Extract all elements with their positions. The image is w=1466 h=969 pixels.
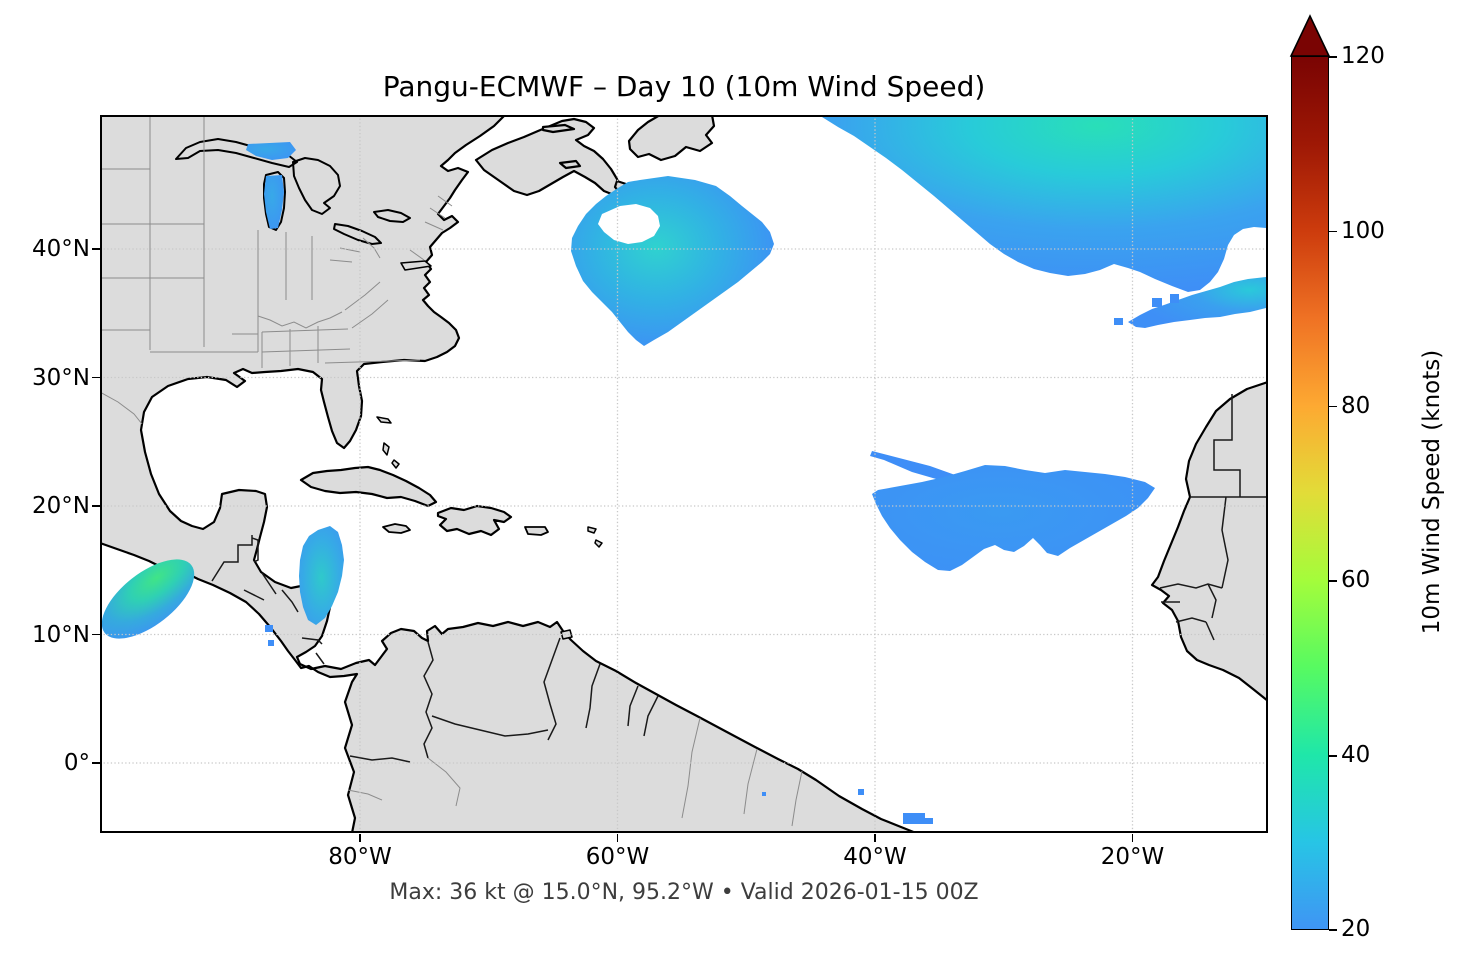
puerto-rico: [524, 526, 549, 536]
colorbar-tick: [1329, 755, 1337, 757]
x-tick: [874, 834, 876, 842]
hispaniola: [436, 504, 513, 537]
wind-pixel: [265, 625, 273, 632]
colorbar-tick-label: 60: [1341, 567, 1371, 594]
y-tick: [92, 633, 100, 636]
minor-borders: [347, 717, 803, 827]
x-tick: [1131, 834, 1134, 842]
wind-pixel: [268, 640, 274, 646]
anticosti-island: [541, 123, 576, 134]
colorbar-tick-label: 80: [1341, 392, 1371, 419]
y-tick: [92, 505, 100, 507]
bahamas: [376, 416, 400, 469]
wind-pixel: [1170, 294, 1179, 303]
wind-pixel: [858, 789, 864, 795]
chart-title: Pangu-ECMWF – Day 10 (10m Wind Speed): [382, 70, 986, 103]
colorbar-tick-label: 40: [1341, 742, 1371, 769]
y-tick-label: 10°N: [32, 621, 90, 648]
wind-region-northeast-atlantic: [822, 117, 1266, 292]
wind-pixel: [925, 818, 933, 824]
wind-region-lake-superior: [246, 142, 296, 160]
west-africa: [1150, 380, 1268, 703]
axes-frame: [100, 115, 1268, 833]
wind-region-lake-michigan: [264, 175, 284, 229]
wind-pixel: [1114, 318, 1123, 325]
wind-region-central-atlantic: [571, 176, 774, 346]
footer-annotation: Max: 36 kt @ 15.0°N, 95.2°W • Valid 2026…: [389, 880, 979, 905]
gridline-layer: [100, 115, 1268, 833]
wind-region-cape-verde: [872, 465, 1155, 571]
colorbar-tick-label: 100: [1341, 217, 1385, 244]
prince-edward-island: [558, 159, 582, 170]
x-tick: [616, 834, 619, 842]
y-tick: [92, 376, 100, 379]
colorbar-tick-label: 20: [1341, 916, 1371, 942]
colorbar-tick: [1329, 56, 1337, 58]
wind-region-tehuantepec: [101, 559, 195, 639]
colorbar-gradient: [1291, 56, 1329, 930]
x-tick: [359, 834, 361, 842]
wind-region-cape-verde-tail: [870, 451, 958, 483]
colorbar-tick: [1329, 929, 1337, 931]
wind-pixel: [762, 792, 766, 796]
x-tick-label: 60°W: [585, 844, 650, 870]
wind-pixel: [1152, 298, 1162, 307]
jamaica: [382, 523, 411, 534]
colorbar-arrow: [1289, 14, 1331, 57]
wind-layer: [101, 117, 1266, 824]
colorbar-tick-label: 120: [1341, 43, 1385, 69]
wind-region-madeira-band: [1128, 277, 1266, 328]
y-tick-label: 40°N: [32, 236, 90, 262]
state-borders: [100, 115, 453, 425]
x-tick-label: 20°W: [1100, 844, 1165, 870]
x-tick-label: 80°W: [328, 844, 392, 870]
y-tick: [92, 762, 100, 764]
y-tick: [92, 248, 100, 250]
x-tick-label: 40°W: [843, 844, 907, 870]
newfoundland: [627, 115, 716, 162]
wind-region-caribbean: [299, 526, 344, 625]
y-tick-label: 20°N: [32, 493, 90, 519]
lesser-antilles: [560, 526, 603, 640]
colorbar-tick: [1329, 405, 1337, 408]
colorbar-tick: [1329, 580, 1337, 582]
y-tick-label: 30°N: [32, 364, 90, 391]
colorbar-axis-label: 10m Wind Speed (knots): [1419, 349, 1445, 635]
cuba: [299, 465, 438, 508]
long-island: [400, 260, 432, 271]
calm-hole: [598, 204, 660, 244]
wind-pixel: [903, 813, 925, 824]
country-borders: [211, 394, 1268, 763]
colorbar-tick: [1329, 230, 1337, 233]
y-tick-label: 0°: [63, 750, 90, 776]
americas-landmass: [100, 115, 918, 833]
map-canvas: [100, 115, 1268, 833]
great-lakes-outlines: [175, 138, 411, 245]
